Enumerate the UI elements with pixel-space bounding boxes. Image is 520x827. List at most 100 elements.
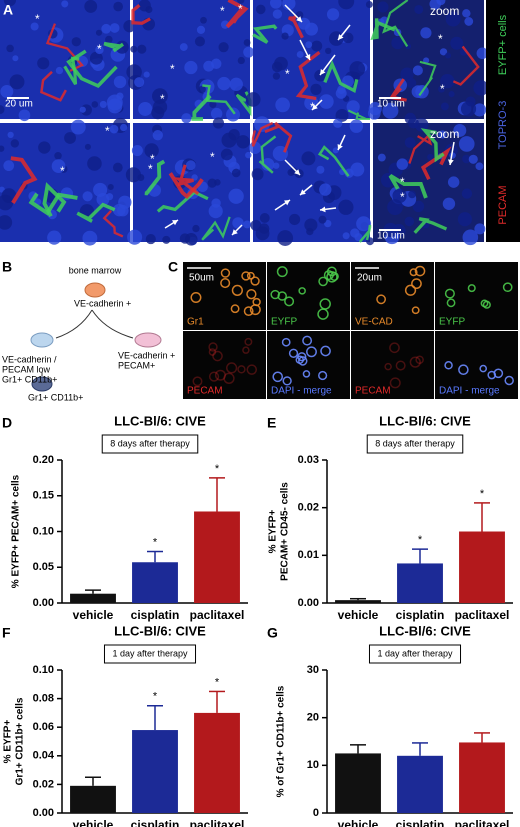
nucleus [181, 113, 192, 124]
nucleus [473, 103, 487, 117]
cell [302, 370, 311, 378]
nucleus [152, 88, 168, 104]
nucleus [254, 116, 270, 133]
asterisk: * [220, 4, 225, 18]
nucleus [138, 0, 151, 12]
nucleus [185, 160, 196, 171]
nucleus [237, 56, 245, 65]
nucleus [113, 75, 127, 89]
node-label: PECAM low [2, 364, 51, 374]
bar [459, 742, 505, 813]
arrow-head [284, 200, 290, 206]
nucleus [54, 152, 62, 160]
nucleus [311, 40, 323, 52]
nucleus [91, 101, 99, 108]
micrograph [126, 0, 255, 124]
y-axis-label: Gr1+ CD11b+ cells [15, 697, 26, 785]
nucleus [184, 60, 198, 75]
chart-title: LLC-Bl/6: CIVE [379, 413, 471, 428]
cell [250, 276, 260, 286]
arrow-head [338, 34, 344, 40]
y-tick-label: 0.02 [33, 778, 54, 790]
node-label: Gr1+ CD11b+ [28, 392, 83, 402]
nucleus [325, 47, 332, 55]
arrow-head [320, 206, 326, 213]
nucleus [3, 160, 15, 172]
nucleus [448, 91, 455, 98]
nucleus [245, 151, 252, 159]
asterisk: * [438, 32, 443, 46]
nucleus [51, 159, 66, 174]
vessel [347, 109, 370, 121]
cell [444, 288, 455, 299]
nucleus [243, 220, 252, 229]
cell [323, 270, 334, 281]
x-tick-label: cisplatin [396, 818, 445, 827]
cell [220, 277, 231, 289]
annotation: 1 day after therapy [377, 648, 453, 658]
vessel [102, 209, 124, 238]
vessel [225, 0, 249, 29]
nucleus [84, 0, 98, 13]
annotation-box [101, 434, 199, 454]
x-tick-label: cisplatin [396, 608, 445, 622]
nucleus [272, 162, 280, 169]
nucleus [408, 190, 416, 199]
nucleus [440, 73, 455, 89]
cell [243, 306, 254, 317]
vessel [317, 145, 350, 177]
nucleus [220, 148, 233, 161]
nucleus [342, 232, 350, 240]
cell [414, 265, 426, 277]
nucleus [137, 44, 147, 54]
y-tick-label: 0.00 [33, 597, 54, 609]
nucleus [194, 36, 205, 47]
nucleus [109, 124, 119, 134]
nucleus [447, 176, 460, 188]
nucleus [218, 42, 229, 53]
nucleus [243, 39, 251, 46]
zoom-label: zoom [430, 4, 459, 18]
tile-label: Gr1 [187, 317, 204, 328]
cell [212, 350, 223, 362]
y-axis-label: % of Gr1+ CD11b+ cells [276, 685, 287, 797]
nucleus [245, 92, 261, 107]
nucleus [95, 45, 104, 55]
nucleus [10, 139, 20, 148]
tile-label: PECAM [355, 386, 391, 397]
tile [267, 331, 350, 399]
vessel [388, 174, 428, 199]
micrograph [0, 0, 136, 122]
cell [458, 364, 469, 376]
cell [318, 370, 328, 381]
cell [237, 365, 246, 374]
x-tick-label: paclitaxel [455, 608, 510, 622]
bar [132, 730, 178, 813]
y-tick-label: 0.08 [33, 693, 54, 705]
tile-label: EYFP [271, 317, 297, 328]
nucleus [429, 0, 441, 10]
nucleus [87, 156, 102, 171]
nucleus [460, 101, 477, 117]
bar [459, 531, 505, 603]
nucleus [296, 50, 304, 58]
vessel [420, 128, 445, 163]
y-tick-label: 0.04 [33, 750, 55, 762]
nucleus [236, 135, 250, 149]
nucleus [316, 165, 325, 174]
nucleus [382, 102, 399, 119]
nucleus [377, 1, 389, 13]
y-tick-label: 0.02 [298, 502, 319, 514]
nucleus [210, 107, 223, 120]
panel-label: A [3, 2, 13, 18]
significance: * [418, 534, 423, 546]
nucleus [462, 154, 471, 164]
cell [376, 294, 387, 305]
cell [444, 361, 453, 370]
vessel [370, 18, 396, 40]
nucleus [0, 85, 14, 99]
cell [288, 348, 299, 358]
cell [409, 356, 421, 368]
nucleus [12, 55, 19, 62]
